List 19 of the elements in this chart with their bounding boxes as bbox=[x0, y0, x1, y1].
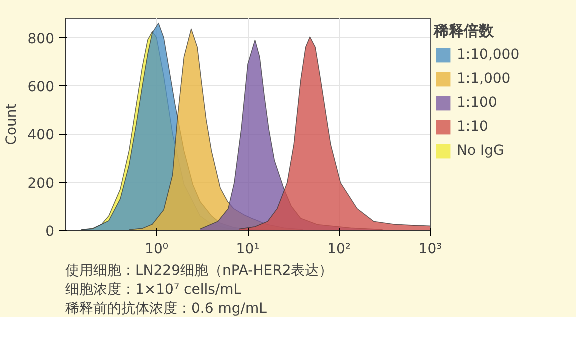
legend-label: 1:10 bbox=[457, 119, 488, 135]
text: 细胞浓度：1×10⁷ cells/mL bbox=[66, 282, 242, 298]
y-tick-label: 600 bbox=[28, 79, 55, 96]
legend-label: 1:100 bbox=[457, 95, 498, 111]
x-tick-label: 10⁰ bbox=[145, 242, 169, 258]
x-tick-label: 10¹ bbox=[236, 242, 260, 258]
y-tick-label: 800 bbox=[28, 31, 55, 48]
legend-label: 1:1,000 bbox=[457, 71, 511, 87]
legend-label: No IgG bbox=[457, 143, 504, 159]
y-tick-label: 0 bbox=[46, 224, 55, 240]
x-tick-label: 10³ bbox=[418, 242, 442, 258]
legend-label: 1:10,000 bbox=[457, 47, 520, 63]
legend-title: 稀释倍数 bbox=[434, 22, 495, 41]
y-axis-title: Count bbox=[4, 103, 20, 146]
y-tick-label: 400 bbox=[28, 128, 55, 144]
text: 使用细胞：LN229细胞（nPA-HER2表达） bbox=[66, 263, 334, 279]
text: 稀释前的抗体浓度：0.6 mg/mL bbox=[66, 301, 268, 317]
x-tick-label: 10² bbox=[328, 242, 351, 258]
y-tick-label: 200 bbox=[28, 176, 55, 192]
